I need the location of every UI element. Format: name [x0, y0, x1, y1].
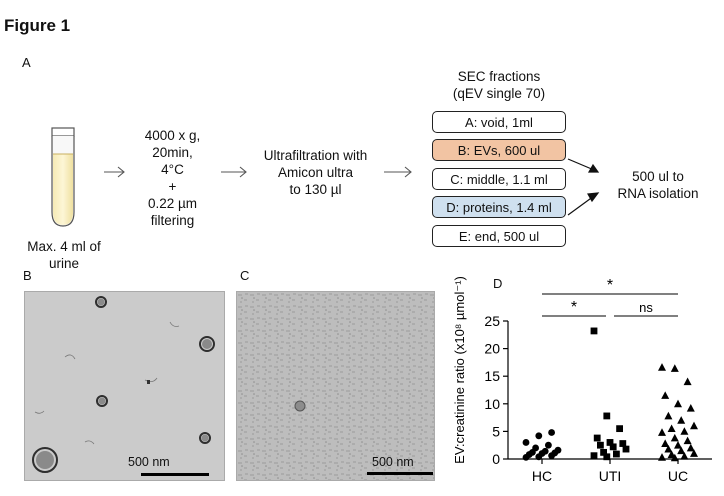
y-tick-label: 5 [492, 423, 500, 439]
y-tick-label: 0 [492, 451, 500, 467]
y-tick-label: 15 [484, 368, 500, 384]
tem-image-c [236, 291, 435, 481]
significance-label: * [571, 299, 577, 316]
data-point-uc [674, 399, 682, 408]
data-point-hc [535, 432, 543, 440]
y-axis-label: EV:creatinine ratio (x10⁸ µmol⁻¹) [452, 276, 467, 464]
test-tube-illustration [51, 127, 75, 227]
y-tick-label: 10 [484, 396, 500, 412]
data-point-uc [670, 364, 679, 372]
data-point-uti [603, 453, 611, 461]
data-point-uc [670, 453, 679, 462]
data-point-hc [522, 439, 530, 446]
data-point-hc [532, 444, 539, 452]
data-point-uc [674, 441, 682, 449]
figure-title: Figure 1 [4, 16, 71, 35]
data-point-uc [686, 443, 695, 452]
data-point-uti [619, 440, 627, 447]
fraction-e-box: E: end, 500 ul [432, 225, 566, 247]
panel-c-letter: C [240, 268, 250, 283]
fraction-d-box: D: proteins, 1.4 ml [432, 196, 566, 218]
ultrafiltration-step: Ultrafiltration with Amicon ultra to 130… [263, 148, 368, 197]
data-point-uti [590, 327, 598, 335]
data-point-uc [677, 446, 686, 455]
data-point-uc [683, 436, 692, 445]
centrifugation-step: 4000 x g, 20min, 4°C + 0.22 µm filtering [144, 128, 201, 228]
significance-label: ns [639, 300, 653, 315]
data-point-uti [606, 439, 614, 446]
data-point-uc [667, 424, 676, 433]
x-tick-label-uc: UC [668, 468, 688, 484]
y-tick-label: 20 [484, 341, 500, 357]
y-tick-label: 25 [484, 313, 500, 329]
data-point-uc [677, 416, 686, 424]
data-point-uc [690, 421, 698, 430]
fraction-a-box: A: void, 1ml [432, 111, 566, 133]
data-point-uc [664, 444, 673, 453]
x-tick-label-uti: UTI [599, 468, 622, 484]
tem-image-b [24, 291, 225, 481]
data-point-uti [597, 441, 604, 449]
data-point-uti [616, 425, 623, 433]
ev-creatinine-scatter-chart: 0 5 10 15 20 25 EV:creatinine ratio (x10⁸ µmol… [452, 276, 712, 484]
data-point-uc [680, 452, 689, 460]
data-point-uti [600, 448, 607, 456]
data-point-uc [683, 377, 692, 386]
panel-a-letter: A [22, 55, 31, 70]
data-point-uc [661, 439, 670, 447]
data-point-uc [686, 404, 695, 412]
fraction-c-box: C: middle, 1.1 ml [432, 168, 566, 190]
scale-bar-label-b: 500 nm [128, 455, 170, 469]
data-point-uc [661, 391, 670, 399]
data-point-uti [593, 434, 601, 442]
data-point-hc [545, 441, 552, 449]
x-tick-label-hc: HC [532, 468, 552, 484]
data-point-uc [658, 428, 666, 436]
data-point-uti [590, 452, 598, 460]
data-point-uti [603, 412, 611, 420]
data-point-uc [670, 433, 679, 442]
data-point-uc [658, 453, 666, 461]
data-point-hc [541, 447, 549, 455]
data-point-uti [613, 450, 620, 458]
significance-label: * [607, 277, 613, 294]
data-point-uti [622, 445, 630, 453]
data-point-hc [554, 446, 562, 454]
panel-b-letter: B [23, 268, 32, 283]
panel-d-letter: D [493, 276, 503, 291]
fraction-b-box: B: EVs, 600 ul [432, 139, 566, 161]
data-point-uc [680, 427, 689, 435]
data-point-uc [658, 363, 666, 371]
data-point-uc [664, 411, 673, 420]
sec-fractions-header: SEC fractions (qEV single 70) [452, 69, 546, 101]
scale-bar-label-c: 500 nm [372, 455, 414, 469]
data-point-hc [548, 429, 555, 436]
data-point-uti [609, 443, 617, 451]
urine-volume-label: Max. 4 ml of urine [27, 239, 101, 271]
rna-isolation-label: 500 ul to RNA isolation [617, 169, 699, 201]
data-point-uc [690, 449, 698, 457]
